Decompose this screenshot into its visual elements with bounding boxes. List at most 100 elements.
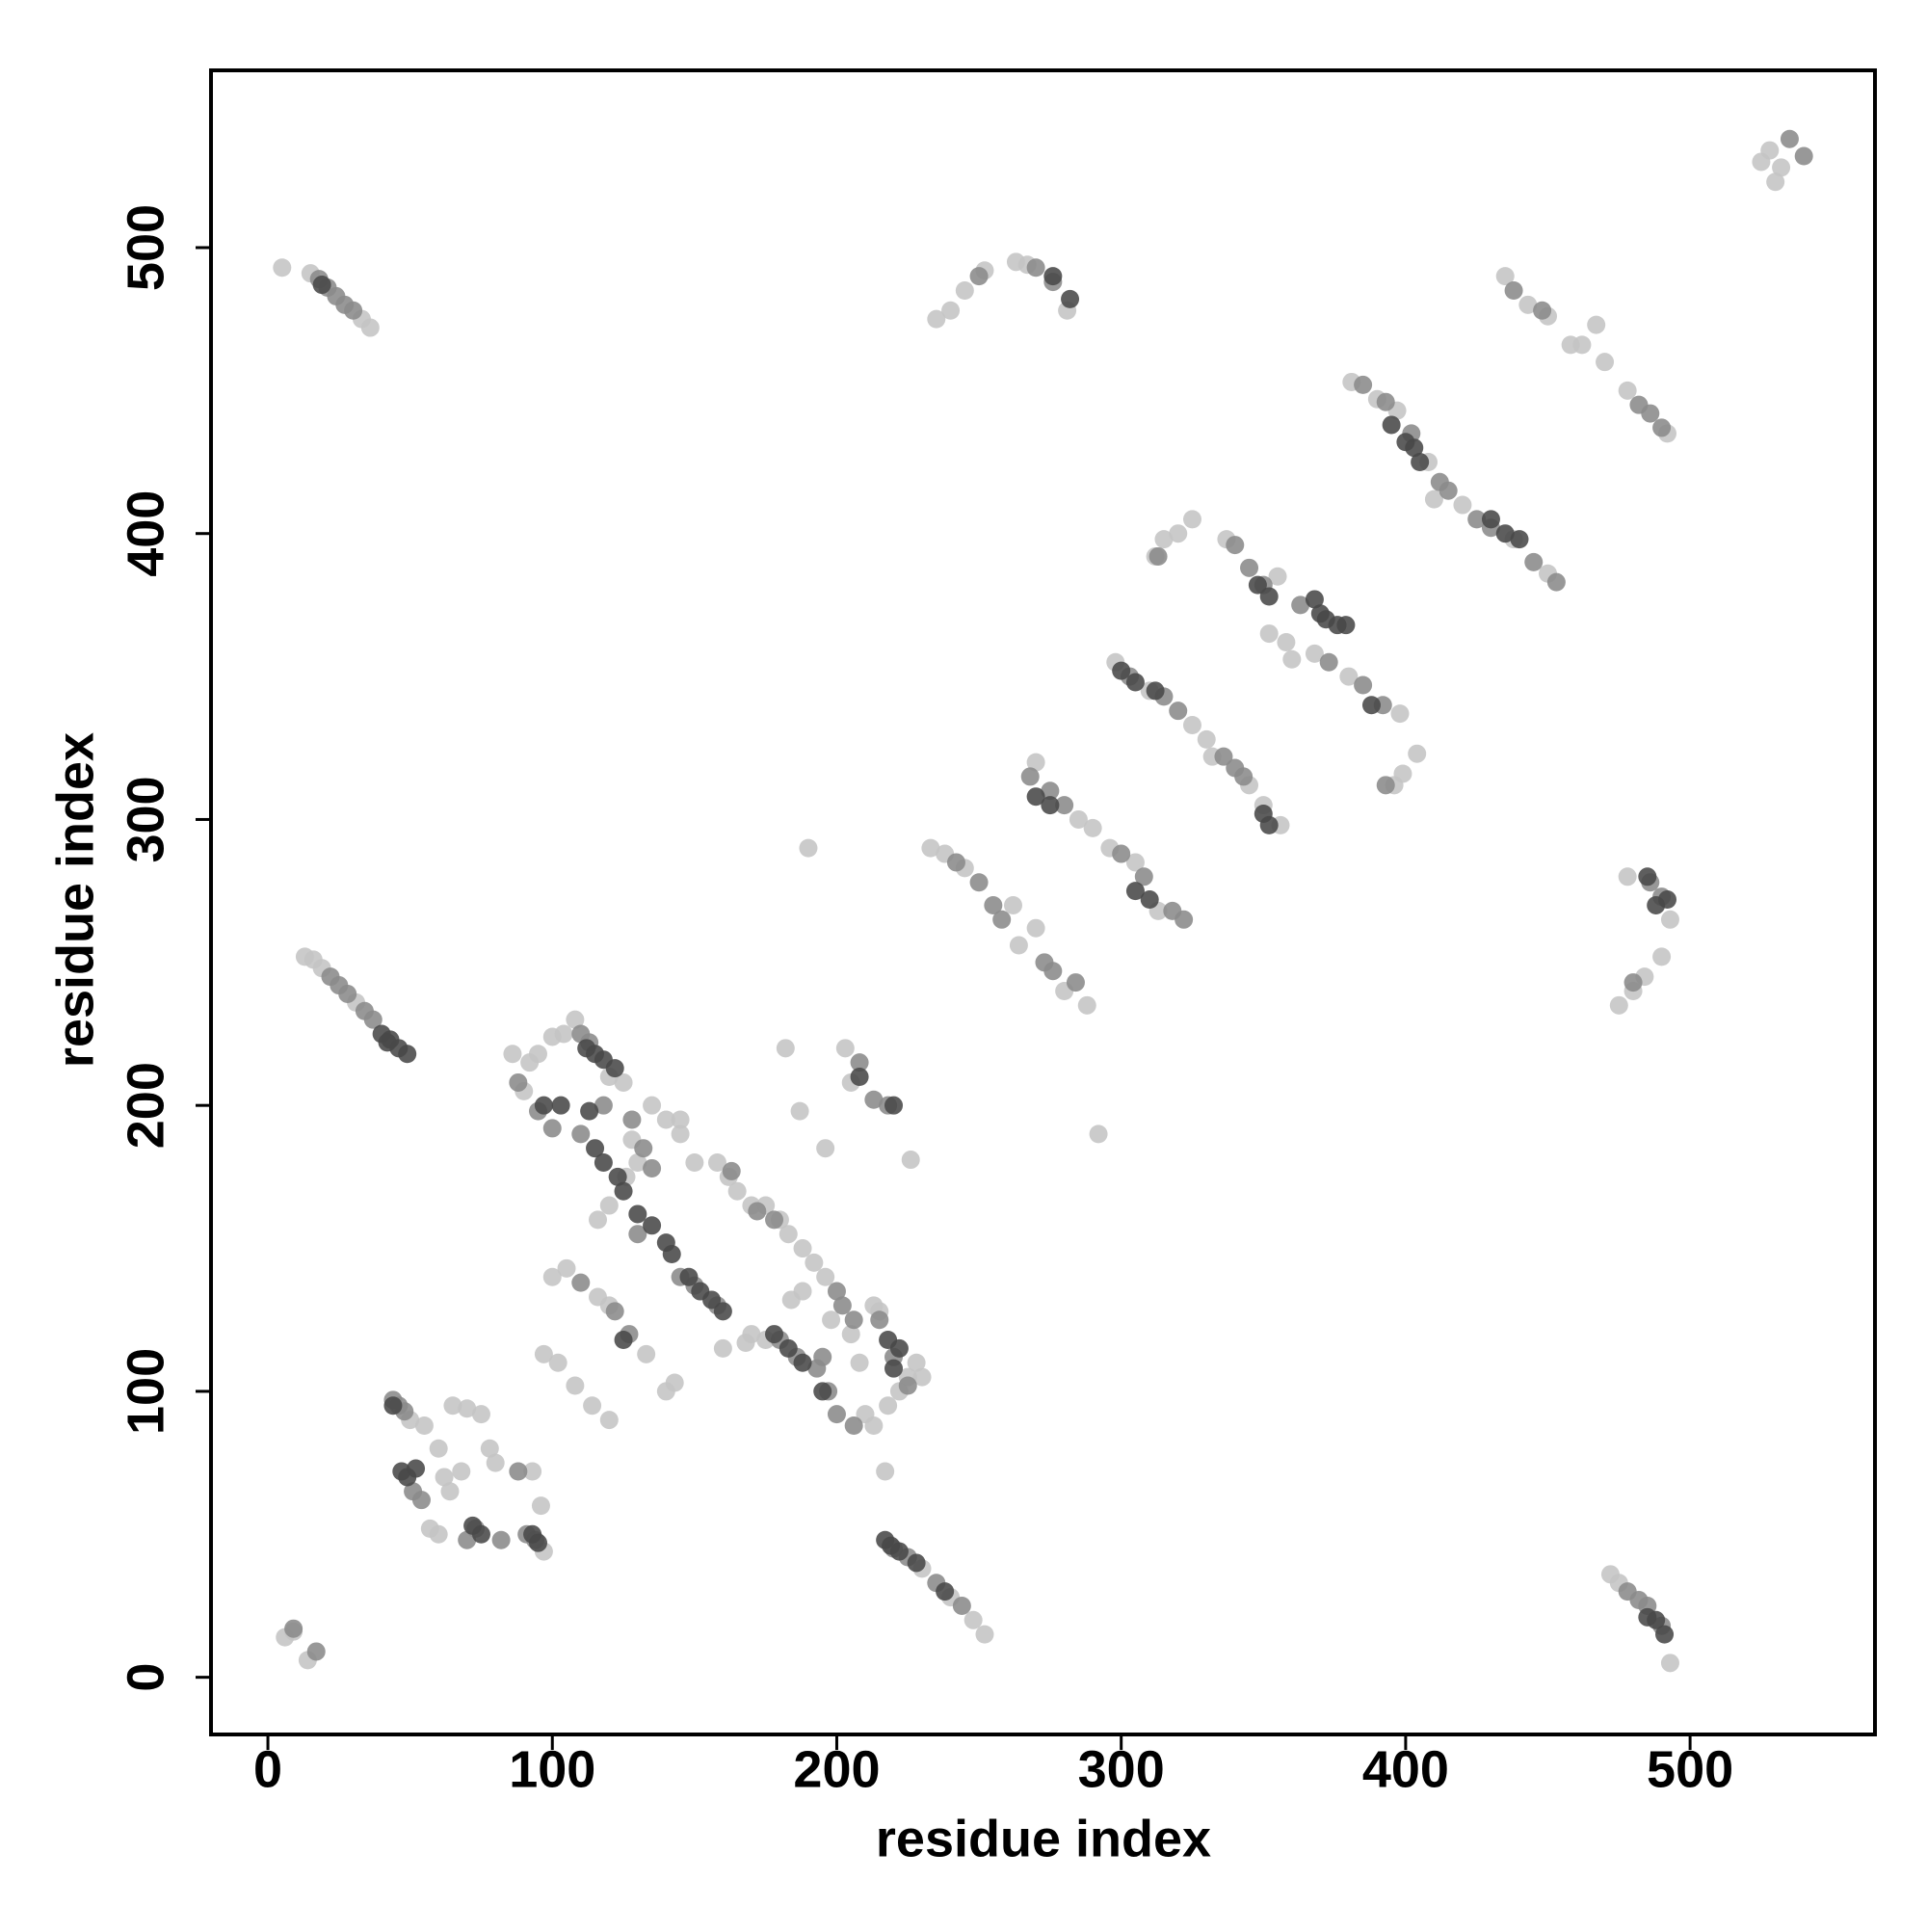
point [964, 1610, 983, 1629]
point [588, 1210, 607, 1230]
point [443, 1396, 462, 1416]
point [1182, 510, 1201, 529]
point [955, 280, 974, 300]
point [643, 1216, 662, 1235]
point [1518, 295, 1538, 314]
point [889, 1338, 909, 1358]
point [1405, 438, 1424, 458]
point [338, 984, 357, 1003]
point [864, 1090, 884, 1109]
point [503, 1045, 522, 1064]
point [1026, 258, 1045, 278]
point [614, 1331, 633, 1350]
point [378, 1033, 397, 1052]
point [608, 1167, 627, 1186]
point [1125, 853, 1145, 872]
point [1376, 776, 1395, 795]
point [551, 1096, 570, 1115]
point [1041, 796, 1060, 815]
point [509, 1072, 528, 1092]
point [952, 1596, 971, 1615]
point [1175, 910, 1194, 929]
point [1020, 767, 1040, 786]
point [984, 895, 1003, 914]
point [1125, 673, 1145, 692]
x-tick-label: 400 [1362, 1740, 1449, 1798]
point [907, 1353, 926, 1372]
point [884, 1096, 904, 1115]
point [1354, 675, 1373, 695]
point [822, 1310, 841, 1330]
point [884, 1359, 904, 1378]
point [1572, 335, 1592, 355]
point [312, 276, 331, 295]
point [1319, 652, 1338, 672]
point [363, 1010, 383, 1029]
point [1282, 649, 1302, 669]
point [1772, 158, 1791, 177]
point [1148, 546, 1168, 566]
point [1259, 815, 1279, 834]
point [284, 1619, 304, 1638]
point [827, 1405, 846, 1424]
point [1041, 781, 1060, 801]
point [398, 1045, 417, 1064]
point [1618, 867, 1637, 887]
x-tick-label: 300 [1078, 1740, 1165, 1798]
point [1618, 381, 1637, 400]
point [1481, 510, 1500, 529]
point [799, 838, 818, 858]
point [548, 1353, 568, 1372]
point [1234, 767, 1254, 786]
plot-points [273, 129, 1813, 1673]
point [605, 1059, 624, 1078]
point [542, 1119, 562, 1138]
point [614, 1072, 633, 1092]
y-tick-label: 0 [117, 1663, 174, 1692]
point [946, 853, 965, 872]
point [1277, 632, 1296, 651]
point [1623, 973, 1643, 992]
point [969, 873, 989, 892]
point [622, 1110, 642, 1129]
point [835, 1039, 855, 1058]
point [779, 1225, 798, 1244]
point [599, 1196, 619, 1215]
point [765, 1210, 784, 1230]
point [1004, 895, 1023, 914]
point [458, 1399, 477, 1418]
point [907, 1553, 926, 1573]
point [765, 1325, 784, 1344]
point [1609, 995, 1628, 1015]
point [634, 1139, 653, 1158]
point [1066, 973, 1085, 992]
point [876, 1462, 895, 1481]
y-axis-title: residue index [46, 732, 104, 1068]
point [1467, 510, 1487, 529]
point [1140, 890, 1159, 910]
point [1411, 453, 1430, 472]
point [1382, 415, 1401, 435]
point [471, 1405, 490, 1424]
point [1061, 289, 1080, 308]
point [671, 1125, 690, 1144]
point [1009, 936, 1028, 955]
point [531, 1496, 550, 1516]
point [1794, 146, 1813, 166]
point [1226, 536, 1245, 555]
point [1154, 530, 1174, 549]
point [1134, 867, 1153, 887]
point [407, 1459, 426, 1478]
point [685, 1153, 704, 1173]
point [643, 1158, 662, 1178]
point [480, 1439, 499, 1458]
point [722, 1161, 741, 1180]
point [1376, 392, 1395, 411]
point [1408, 744, 1427, 763]
point [429, 1439, 448, 1458]
point [665, 1373, 684, 1392]
point [1655, 1625, 1675, 1644]
point [702, 1290, 722, 1310]
y-tick-label: 500 [117, 204, 174, 291]
point [927, 309, 946, 329]
